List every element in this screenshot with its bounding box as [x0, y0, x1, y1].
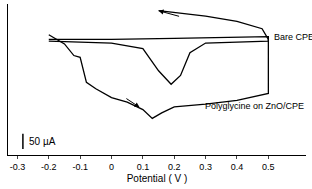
svg-text:0.1: 0.1	[137, 162, 150, 172]
svg-text:-0.2: -0.2	[41, 162, 57, 172]
svg-text:0.2: 0.2	[168, 162, 181, 172]
svg-text:0.3: 0.3	[199, 162, 212, 172]
svg-text:-0.1: -0.1	[72, 162, 88, 172]
svg-text:Bare CPE: Bare CPE	[274, 32, 312, 42]
svg-text:0: 0	[109, 162, 114, 172]
svg-text:0.4: 0.4	[231, 162, 244, 172]
svg-text:50 µA: 50 µA	[29, 136, 56, 147]
svg-text:-0.3: -0.3	[10, 162, 26, 172]
svg-text:Potential ( V ): Potential ( V )	[127, 173, 188, 184]
svg-text:Polyglycine on ZnO/CPE: Polyglycine on ZnO/CPE	[205, 101, 304, 111]
svg-text:0.5: 0.5	[262, 162, 275, 172]
